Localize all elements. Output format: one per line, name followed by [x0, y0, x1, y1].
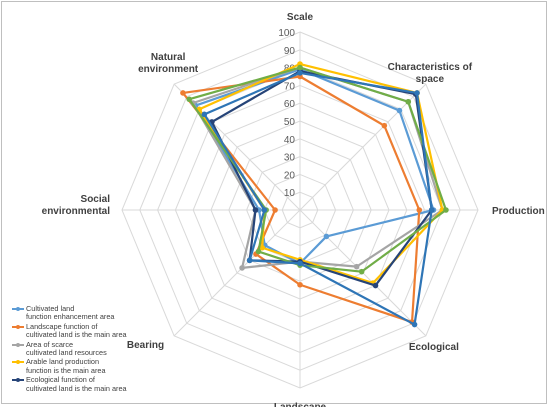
axis-label: Characteristics of space	[388, 62, 473, 85]
series-point	[261, 207, 268, 213]
tick-label: 70	[284, 81, 296, 92]
series-point	[353, 263, 360, 270]
series-point	[259, 244, 266, 251]
legend-label: Ecological function of cultivated land i…	[26, 375, 127, 393]
legend-label: Landscape function of cultivated land is…	[26, 321, 127, 340]
axis-label: Bearing	[127, 340, 164, 351]
legend-marker	[12, 324, 24, 330]
series-point	[297, 70, 303, 76]
series-point	[201, 111, 208, 118]
series-point	[411, 321, 418, 328]
legend-item: Area of scarce cultivated land resources	[12, 339, 162, 358]
legend-label: Cultivated land function enhancement are…	[26, 304, 115, 322]
tick-label: 40	[284, 135, 296, 146]
tick-label: 90	[284, 46, 296, 57]
tick-label: 20	[284, 170, 296, 181]
series-point	[239, 265, 245, 271]
axis-label: Landscape	[274, 402, 327, 407]
series-point	[272, 207, 278, 213]
series-point	[443, 207, 449, 213]
legend-marker	[12, 377, 24, 383]
axis-label: Social environmental	[42, 194, 111, 217]
axis-label: Natural environment	[138, 52, 199, 75]
axis-label: Production	[492, 206, 545, 217]
series-point	[372, 282, 379, 289]
series-point	[405, 98, 412, 105]
series-point	[252, 207, 259, 213]
axis-label: Scale	[287, 12, 314, 23]
legend-marker	[12, 342, 24, 348]
tick-label: 50	[284, 117, 296, 128]
tick-label: 10	[284, 188, 296, 199]
series-point	[323, 233, 330, 240]
legend-marker	[12, 306, 24, 312]
series-point	[381, 122, 388, 129]
series-point	[186, 96, 193, 103]
series-point	[297, 260, 303, 267]
legend-label: Arable land production function is the m…	[26, 357, 106, 375]
series-point	[246, 257, 253, 264]
grid-spoke	[299, 83, 427, 211]
legend-label: Area of scarce cultivated land resources	[26, 339, 107, 358]
tick-label: 60	[284, 99, 296, 110]
legend-item: Arable land production function is the m…	[12, 358, 162, 375]
series-point	[414, 90, 420, 96]
legend-item: Landscape function of cultivated land is…	[12, 321, 162, 340]
series-point	[358, 268, 365, 275]
series-point	[297, 64, 303, 71]
grid-spoke	[173, 209, 301, 337]
series-point	[396, 107, 403, 114]
axis-label: Ecological	[409, 342, 459, 353]
tick-label: 100	[278, 28, 295, 39]
series-point	[416, 207, 423, 213]
series-point	[297, 281, 303, 288]
tick-label: 30	[284, 153, 296, 164]
legend-marker	[12, 359, 24, 365]
legend-item: Cultivated land function enhancement are…	[12, 304, 162, 322]
series-point	[428, 207, 435, 213]
legend-item: Ecological function of cultivated land i…	[12, 375, 162, 393]
legend: Cultivated land function enhancement are…	[12, 304, 162, 394]
series-point	[255, 248, 262, 255]
series-point	[180, 90, 186, 96]
